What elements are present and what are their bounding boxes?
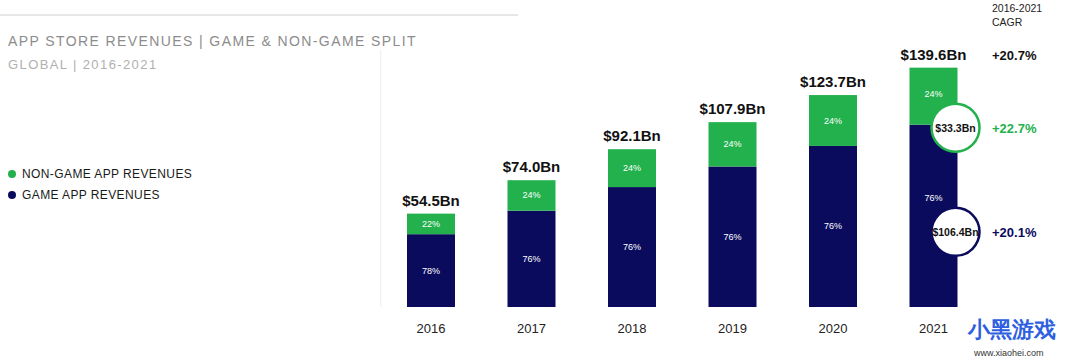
total-cagr: +20.7% (992, 48, 1037, 63)
share-label: 78% (422, 266, 440, 276)
share-label: 24% (824, 116, 842, 126)
category-label: 2019 (718, 321, 747, 336)
bar-segment (407, 214, 455, 235)
bar-segment (608, 187, 656, 307)
total-label: $54.5Bn (402, 192, 460, 209)
bar-segment (709, 122, 757, 166)
share-label: 76% (623, 242, 641, 252)
subtitle: GLOBAL | 2016-2021 (8, 57, 158, 72)
total-label: $74.0Bn (503, 158, 561, 175)
bar-segment (809, 146, 857, 307)
share-label: 24% (924, 89, 942, 99)
legend-label: GAME APP REVENUES (22, 188, 160, 202)
category-label: 2018 (618, 321, 647, 336)
category-label: 2021 (919, 321, 948, 336)
category-label: 2020 (819, 321, 848, 336)
share-label: 24% (623, 163, 641, 173)
cagr-header: 2016-2021 (992, 2, 1042, 14)
bar-segment (508, 180, 556, 210)
share-label: 76% (924, 193, 942, 203)
value-axis (380, 50, 381, 307)
callout-circle (932, 104, 980, 152)
series-cagr: +22.7% (992, 121, 1037, 136)
bar-segment (608, 149, 656, 187)
share-label: 24% (522, 190, 540, 200)
bar-segment (508, 211, 556, 307)
labels: 22% 24% 24% 24% 24% 24% $33.3Bn +22.7% 78% 76% 76%… (402, 46, 1037, 276)
chart: APP STORE REVENUES | GAME & NON-GAME SPL… (0, 0, 1080, 363)
total-label: $107.9Bn (700, 100, 766, 117)
bar-segment (809, 95, 857, 146)
share-label: 76% (824, 221, 842, 231)
share-label: 76% (723, 232, 741, 242)
watermark: 小黑游戏 (967, 317, 1056, 342)
legend-swatch (8, 191, 16, 199)
share-label: 22% (422, 219, 440, 229)
bar-segment (709, 167, 757, 307)
header-rule (0, 15, 518, 16)
total-label: $92.1Bn (603, 127, 661, 144)
bars (407, 68, 958, 307)
callout-circle (932, 208, 980, 256)
legend-swatch (8, 170, 16, 178)
series-cagr: +20.1% (992, 225, 1037, 240)
legend-label: NON-GAME APP REVENUES (22, 167, 192, 181)
value-label: $106.4Bn (932, 226, 978, 238)
category-label: 2017 (517, 321, 546, 336)
total-label: $139.6Bn (901, 46, 967, 63)
cagr-header: CAGR (992, 16, 1023, 28)
share-label: 24% (723, 139, 741, 149)
title: APP STORE REVENUES | GAME & NON-GAME SPL… (8, 33, 417, 49)
bar-segment (407, 234, 455, 307)
category-label: 2016 (417, 321, 446, 336)
watermark-url: www.xiaohei.com (973, 348, 1044, 358)
share-label: 76% (522, 254, 540, 264)
total-label: $123.7Bn (800, 73, 866, 90)
value-label: $33.3Bn (935, 122, 975, 134)
